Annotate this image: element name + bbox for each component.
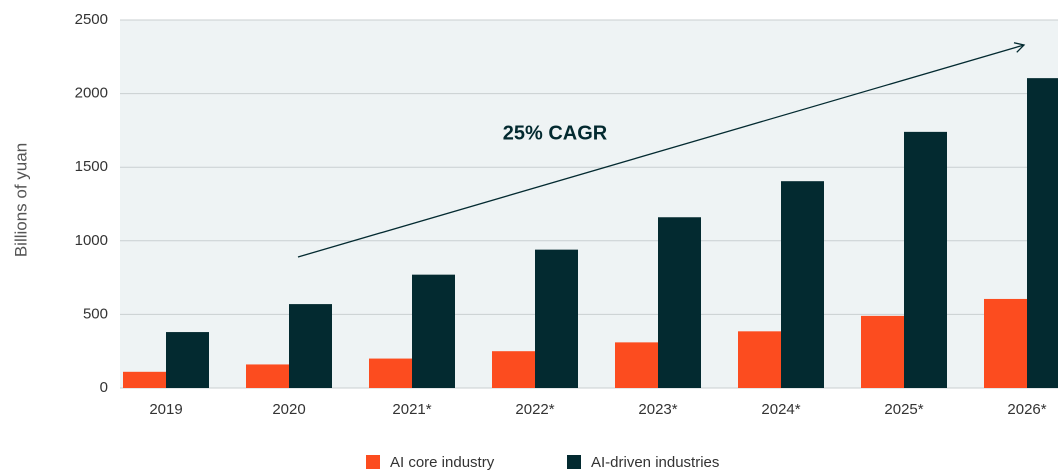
legend-label: AI core industry [390, 454, 495, 470]
y-tick-label: 2500 [75, 11, 108, 28]
x-tick-label: 2023* [638, 401, 677, 418]
y-tick-label: 0 [100, 379, 108, 396]
bar [166, 332, 209, 388]
annotation: 25% CAGR [503, 122, 608, 144]
bar [289, 304, 332, 388]
bar [615, 342, 658, 388]
x-tick-label: 2020 [272, 401, 305, 418]
x-tick-label: 2025* [884, 401, 923, 418]
y-tick-label: 1000 [75, 232, 108, 249]
bar [1027, 78, 1058, 389]
bar [246, 364, 289, 388]
y-tick-label: 2000 [75, 85, 108, 102]
x-tick-label: 2022* [515, 401, 554, 418]
bar [781, 181, 824, 388]
legend-swatch [567, 455, 581, 469]
x-tick-label: 2019 [149, 401, 182, 418]
legend-label: AI-driven industries [591, 454, 719, 470]
y-tick-label: 1500 [75, 158, 108, 175]
bar [535, 249, 578, 388]
bar [123, 371, 166, 388]
x-tick-label: 2026* [1007, 401, 1046, 418]
y-tick-label: 500 [83, 305, 108, 322]
trend-arrow [297, 42, 1026, 258]
bar [369, 358, 412, 388]
bar [412, 274, 455, 388]
legend-swatch [366, 455, 380, 469]
bar [738, 331, 781, 388]
x-tick-label: 2024* [761, 401, 800, 418]
y-axis-label: Billions of yuan [11, 143, 30, 257]
bar [904, 131, 947, 388]
bar [658, 217, 701, 388]
bar [984, 298, 1027, 388]
x-tick-label: 2021* [392, 401, 431, 418]
bar [492, 351, 535, 388]
bar [861, 315, 904, 388]
